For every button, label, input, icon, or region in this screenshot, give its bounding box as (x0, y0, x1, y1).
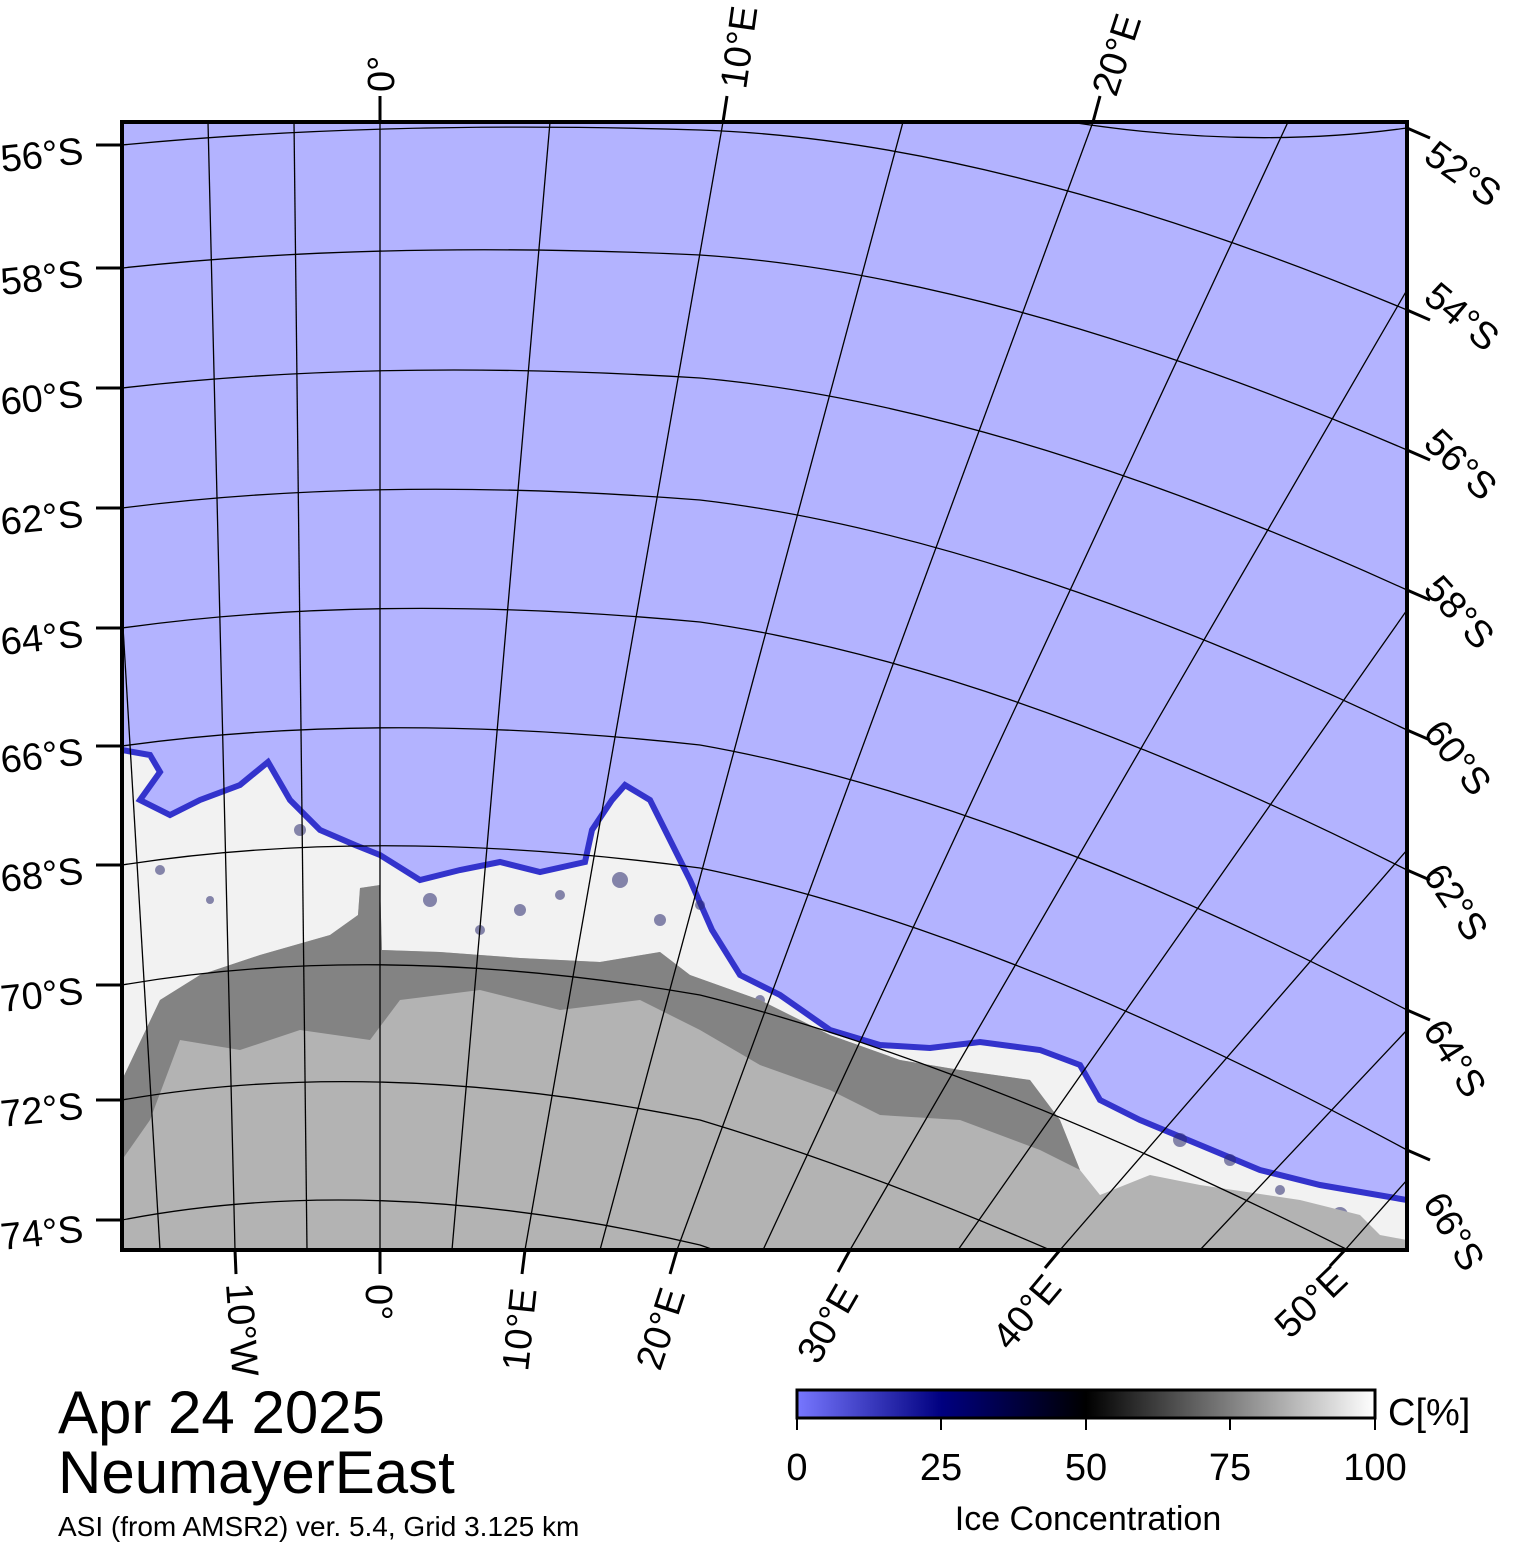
colorbar-unit: C[%] (1388, 1392, 1470, 1434)
lon-label-bottom-10w: 10°W (217, 1282, 265, 1378)
lat-label-66s: 66°S (0, 732, 85, 782)
lat-label-74s: 74°S (0, 1209, 85, 1259)
lat-label-58s: 58°S (0, 254, 85, 304)
lon-label-bottom-20e: 20°E (629, 1283, 695, 1375)
top-longitude-labels: 0° 10°E 20°E (361, 3, 1150, 100)
ice-edge-line (122, 747, 1407, 1203)
lat-label-right-52s: 52°S (1417, 133, 1509, 216)
meridian-35e (957, 609, 1407, 1250)
region-label: NeumayerEast (58, 1439, 455, 1506)
lat-label-right-66s: 66°S (1414, 1186, 1492, 1279)
colorbar-tick-75: 75 (1209, 1447, 1251, 1489)
lat-label-62s: 62°S (0, 494, 85, 544)
lat-label-right-54s: 54°S (1416, 275, 1506, 360)
lat-label-right-62s: 62°S (1415, 857, 1496, 949)
parallel-68s (122, 845, 1407, 1151)
colorbar-tick-25: 25 (920, 1447, 962, 1489)
lon-label-bottom-30e: 30°E (789, 1278, 867, 1371)
meridian-10e (524, 122, 724, 1250)
meridian-15e (599, 122, 904, 1250)
colorbar-tick-50: 50 (1065, 1447, 1107, 1489)
lon-label-bottom-10e: 10°E (495, 1286, 545, 1373)
lon-label-bottom-50e: 50°E (1267, 1259, 1356, 1347)
left-latitude-labels: 56°S 58°S 60°S 62°S 64°S 66°S 68°S 70°S … (0, 131, 85, 1259)
colorbar-tick-100: 100 (1343, 1447, 1406, 1489)
map-frame (120, 120, 1409, 1252)
lat-label-70s: 70°S (0, 971, 85, 1021)
lon-label-bottom-40e: 40°E (985, 1267, 1070, 1357)
meridian-5w (293, 122, 308, 1250)
colorbar-tick-0: 0 (786, 1447, 807, 1489)
source-label: ASI (from AMSR2) ver. 5.4, Grid 3.125 km (58, 1511, 579, 1542)
meridian-40e (1059, 849, 1407, 1250)
lat-label-64s: 64°S (0, 614, 85, 664)
lon-label-top-0: 0° (361, 56, 403, 92)
lon-label-top-10e: 10°E (713, 3, 766, 91)
parallel-70s (122, 964, 1350, 1250)
parallel-64s (122, 607, 1407, 871)
right-latitude-labels: 52°S 54°S 56°S 58°S 60°S 62°S 64°S 66°S (1414, 133, 1508, 1278)
meridian-20w (122, 609, 161, 1250)
lat-label-right-58s: 58°S (1415, 568, 1502, 658)
lat-label-right-56s: 56°S (1416, 421, 1505, 509)
map-panel (122, 122, 1407, 1250)
meridian-30e (849, 289, 1407, 1250)
ice-shelf-area (122, 885, 1080, 1170)
meridian-45e (1199, 1029, 1407, 1250)
meridian-10w (207, 122, 236, 1250)
meridian-5e (451, 122, 551, 1250)
lat-label-56s: 56°S (0, 131, 85, 181)
meridian-20e (676, 122, 1094, 1250)
parallel-60s (122, 369, 1407, 591)
parallel-66s (122, 727, 1407, 1011)
meridian-50e (1344, 1179, 1407, 1250)
date-label: Apr 24 2025 (58, 1379, 385, 1446)
meridian-25e (762, 122, 1289, 1250)
lat-label-60s: 60°S (0, 374, 85, 424)
tick-marks (96, 95, 1431, 1275)
lat-label-right-60s: 60°S (1415, 713, 1499, 804)
lon-label-bottom-0: 0° (357, 1284, 399, 1320)
lat-label-72s: 72°S (0, 1086, 85, 1136)
colorbar-gradient (795, 1388, 1377, 1420)
colorbar: C[%] 0 25 50 75 100 Ice Concentration (786, 1388, 1470, 1538)
lat-label-right-64s: 64°S (1414, 1013, 1494, 1105)
parallel-52s (1069, 122, 1407, 139)
parallel-56s (122, 126, 1407, 311)
bottom-longitude-labels: 10°W 0° 10°E 20°E 30°E 40°E 50°E (217, 1259, 1356, 1378)
parallel-62s (122, 488, 1407, 731)
lat-label-68s: 68°S (0, 851, 85, 901)
parallel-58s (122, 249, 1407, 451)
colorbar-title: Ice Concentration (955, 1500, 1222, 1538)
lon-label-top-20e: 20°E (1085, 9, 1151, 101)
